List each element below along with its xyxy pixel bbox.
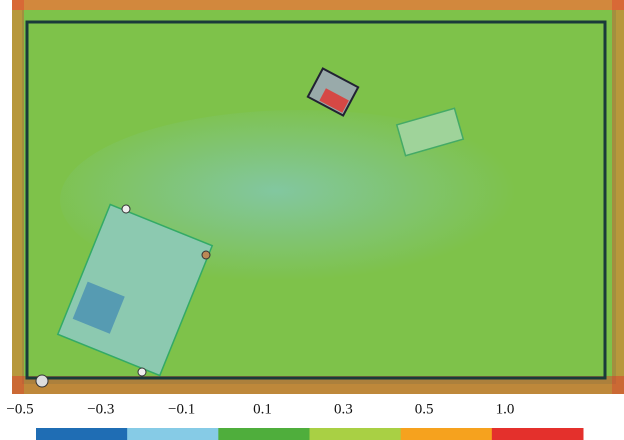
edge-high <box>612 0 624 394</box>
marker <box>202 251 210 259</box>
marker <box>36 375 48 387</box>
colorbar-segment <box>36 428 128 440</box>
colorbar-tick-label: −0.1 <box>168 401 195 417</box>
colorbar-tick-label: −0.5 <box>6 401 33 417</box>
edge-high <box>12 0 624 10</box>
marker <box>122 205 130 213</box>
colorbar-tick-label: −0.3 <box>87 401 114 417</box>
colorbar-segment <box>218 428 310 440</box>
colorbar-segment <box>310 428 402 440</box>
colorbar-tick-label: 0.5 <box>415 401 434 417</box>
colorbar: −0.5 −0.3 −0.1 0.1 0.3 0.5 1.0 <box>6 401 583 440</box>
figure: −0.5 −0.3 −0.1 0.1 0.3 0.5 1.0 <box>0 0 624 440</box>
deviation-map <box>12 0 624 394</box>
edge-high <box>12 0 24 394</box>
colorbar-segment <box>401 428 493 440</box>
colorbar-segment <box>492 428 584 440</box>
colorbar-tick-label: 1.0 <box>496 401 515 417</box>
marker <box>138 368 146 376</box>
colorbar-tick-label: 0.3 <box>334 401 353 417</box>
colorbar-tick-label: 0.1 <box>253 401 272 417</box>
colorbar-segment <box>127 428 219 440</box>
